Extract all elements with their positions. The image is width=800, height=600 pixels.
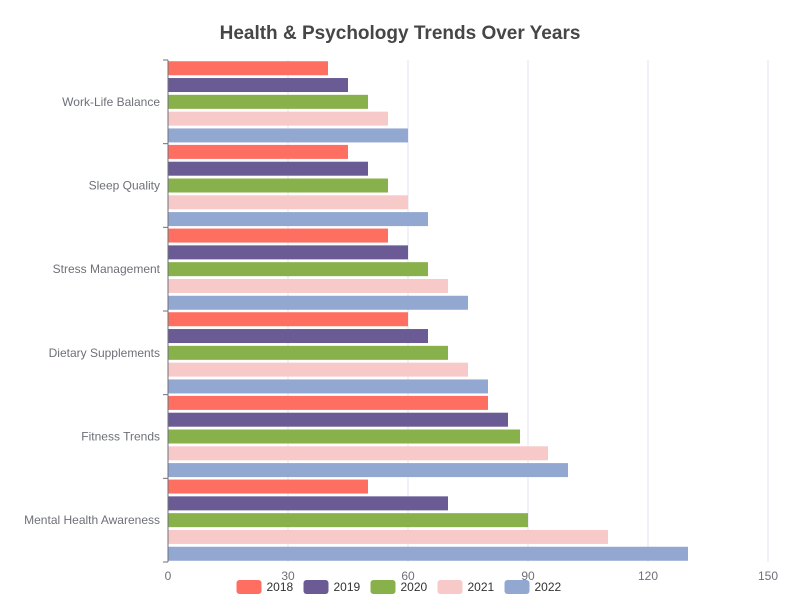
x-tick-label: 60 [401, 569, 415, 583]
bar[interactable] [168, 144, 348, 159]
x-tick-label: 150 [758, 569, 778, 583]
bar[interactable] [168, 195, 408, 210]
bar[interactable] [168, 262, 428, 277]
legend-swatch[interactable] [303, 580, 329, 594]
bar[interactable] [168, 212, 428, 227]
bar[interactable] [168, 513, 528, 528]
bar[interactable] [168, 345, 448, 360]
bar[interactable] [168, 395, 488, 410]
bar[interactable] [168, 245, 408, 260]
y-category-label: Dietary Supplements [49, 346, 160, 360]
bar[interactable] [168, 94, 368, 109]
legend-swatch[interactable] [236, 580, 262, 594]
y-category-label: Stress Management [53, 262, 161, 276]
bar[interactable] [168, 429, 520, 444]
bar[interactable] [168, 412, 508, 427]
chart-title: Health & Psychology Trends Over Years [220, 23, 581, 44]
legend-label[interactable]: 2020 [401, 580, 428, 594]
bar[interactable] [168, 228, 388, 243]
bar[interactable] [168, 379, 488, 394]
legend-label[interactable]: 2018 [267, 580, 294, 594]
y-category-label: Fitness Trends [81, 430, 160, 444]
bar[interactable] [168, 546, 688, 561]
x-tick-label: 120 [638, 569, 658, 583]
gridlines [287, 60, 769, 562]
bar[interactable] [168, 111, 388, 126]
bar[interactable] [168, 278, 448, 293]
y-category-label: Sleep Quality [89, 179, 160, 193]
bar[interactable] [168, 496, 448, 511]
bar[interactable] [168, 329, 428, 344]
bar[interactable] [168, 463, 568, 478]
bar[interactable] [168, 362, 468, 377]
bars [168, 61, 688, 561]
x-tick-label: 30 [281, 569, 295, 583]
legend-swatch[interactable] [437, 580, 463, 594]
bar[interactable] [168, 161, 368, 176]
y-category-label: Work-Life Balance [62, 95, 160, 109]
y-category-label: Mental Health Awareness [24, 513, 160, 527]
legend-label[interactable]: 2022 [535, 580, 562, 594]
legend-swatch[interactable] [370, 580, 396, 594]
bar[interactable] [168, 529, 608, 544]
legend-label[interactable]: 2021 [468, 580, 495, 594]
x-tick-label: 90 [521, 569, 535, 583]
x-tick-label: 0 [165, 569, 172, 583]
legend-swatch[interactable] [504, 580, 530, 594]
bar[interactable] [168, 479, 368, 494]
bar[interactable] [168, 178, 388, 193]
bar[interactable] [168, 295, 468, 310]
bar[interactable] [168, 61, 328, 76]
legend[interactable]: 2018 2019 2020 2021 2022 [236, 580, 562, 594]
bar[interactable] [168, 78, 348, 93]
legend-label[interactable]: 2019 [334, 580, 361, 594]
bar[interactable] [168, 312, 408, 327]
bar[interactable] [168, 128, 408, 143]
bar[interactable] [168, 446, 548, 461]
axes: 0 30 60 90 120 150 Mental Health Awareness Fitn… [24, 59, 778, 583]
